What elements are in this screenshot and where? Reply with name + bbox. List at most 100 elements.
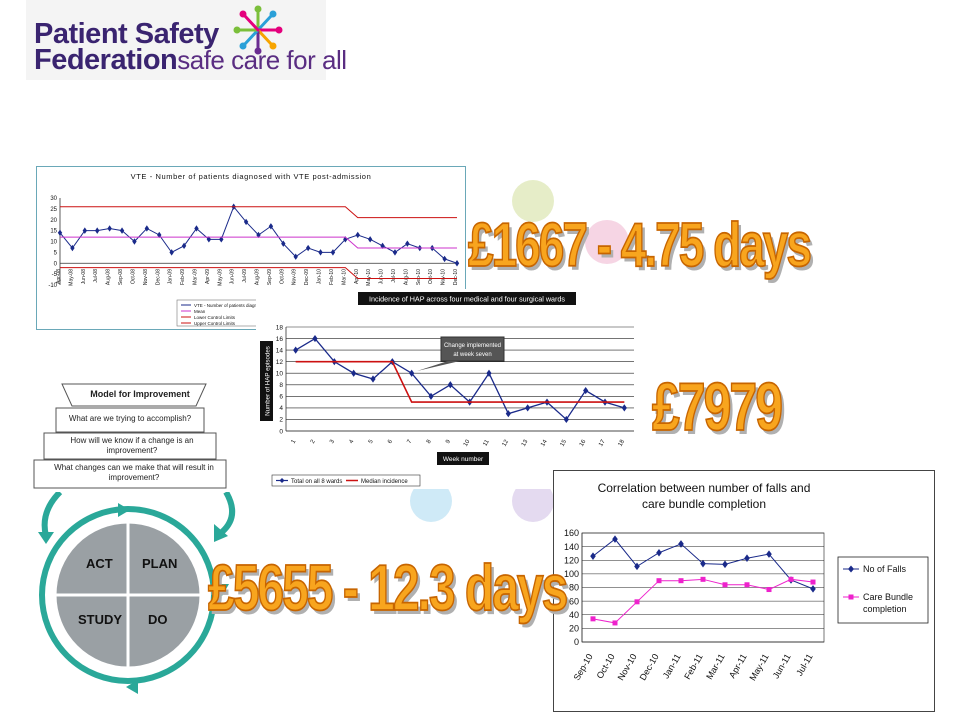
vte-point: [305, 244, 311, 252]
cycle-act: ACT: [86, 556, 113, 571]
hap-xtick-label: 7: [407, 438, 414, 444]
falls-xtick-label: May-11: [747, 652, 770, 682]
vte-point: [392, 249, 398, 256]
falls-ytick-label: 160: [564, 528, 579, 538]
hap-xtick-label: 18: [618, 438, 627, 447]
hap-point: [293, 346, 299, 354]
falls-legend-label: No of Falls: [863, 564, 907, 574]
vte-point: [243, 218, 249, 226]
hap-xtick-label: 17: [598, 438, 607, 447]
vte-xtick-label: May-08: [68, 269, 74, 286]
vte-xtick-label: Mar-10: [341, 269, 347, 285]
falls-xtick-label: Dec-10: [638, 652, 661, 682]
vte-xtick-label: Sep-09: [267, 269, 273, 285]
vte-point: [194, 225, 199, 232]
decor-circle-green: [512, 180, 554, 222]
falls-legend-marker: [848, 594, 854, 600]
saving-hap: £7979: [651, 368, 783, 445]
vte-point: [181, 242, 187, 250]
hap-xtick-label: 14: [540, 438, 549, 447]
vte-xtick-label: Jun-10: [379, 269, 385, 285]
vte-xtick-label: Apr-10: [354, 269, 360, 284]
falls-ytick-label: 100: [564, 569, 579, 579]
vte-xtick-label: Feb-10: [329, 269, 335, 285]
falls-point: [810, 585, 816, 593]
cycle-plan: PLAN: [142, 556, 178, 571]
vte-xtick-label: Jul-08: [93, 269, 99, 283]
falls-xtick-label: Jun-11: [771, 652, 793, 680]
hap-ylabel-box: [260, 341, 273, 421]
vte-chart-title: VTE - Number of patients diagnosed with …: [131, 172, 372, 181]
vte-xtick-label: Jan-09: [168, 269, 174, 285]
decor-circle-pink: [585, 220, 629, 264]
falls-point: [700, 576, 706, 582]
falls-point: [590, 616, 596, 622]
hap-xtick-label: 11: [482, 438, 491, 447]
vte-point: [70, 244, 75, 252]
hap-xtick-label: 10: [463, 438, 472, 447]
vte-xtick-label: Nov-10: [441, 269, 447, 285]
hap-legend-label: Total on all 8 wards: [291, 479, 342, 485]
cycle-do: DO: [148, 612, 168, 627]
vte-series-line-1: [60, 236, 457, 249]
vte-xtick-label: Nov-08: [143, 269, 149, 285]
falls-point: [766, 587, 772, 593]
hap-annotation-box: [440, 336, 505, 362]
vte-legend-label: Mean: [194, 309, 206, 314]
falls-ytick-label: 140: [564, 542, 579, 552]
hap-ytick-label: 12: [276, 359, 284, 366]
falls-legend-label: completion: [863, 604, 907, 614]
hap-xtick-label: 1: [291, 438, 298, 444]
model-question-1: What are we trying to accomplish?: [68, 414, 192, 423]
pdsa-cycle: [38, 492, 235, 694]
vte-point: [107, 225, 112, 232]
vte-ytick-label: 5: [54, 250, 58, 256]
falls-point: [656, 578, 662, 584]
saving-falls: £5655 - 12.3 days: [207, 552, 569, 625]
vte-ytick-label: 30: [50, 196, 57, 202]
vte-xtick-label: May-09: [217, 269, 223, 286]
falls-point: [810, 579, 816, 585]
falls-chart-title-line1: Correlation between number of falls and: [598, 481, 811, 495]
falls-ytick-label: 120: [564, 555, 579, 565]
hap-point: [563, 415, 569, 424]
vte-xtick-label: Oct-10: [428, 269, 434, 284]
hap-chart-title: Incidence of HAP across four medical and…: [369, 295, 565, 304]
model-question-2: How will we know if a change is an impro…: [70, 436, 194, 455]
logo-tagline: safe care for all: [177, 45, 347, 75]
falls-xtick-label: Apr-11: [727, 652, 749, 680]
vte-point: [144, 225, 150, 232]
vte-xtick-label: Aug-10: [403, 269, 409, 285]
hap-annotation-line1: Change implemented: [444, 343, 501, 349]
vte-ytick-label: 15: [50, 229, 57, 235]
vte-legend-label: Lower Control Limits: [194, 315, 236, 320]
hap-ytick-label: 14: [276, 347, 284, 354]
hap-annotation-pointer: [417, 361, 460, 371]
vte-xtick-label: May-10: [366, 269, 372, 286]
model-question-3: What changes can we make that will resul…: [54, 463, 214, 482]
vte-point: [293, 253, 298, 260]
vte-xtick-label: Feb-09: [180, 269, 186, 285]
vte-xtick-label: Sep-08: [118, 269, 124, 285]
logo-line1: Patient Safety: [34, 18, 219, 50]
model-title: Model for Improvement: [90, 389, 190, 399]
falls-legend-label: Care Bundle: [863, 592, 913, 602]
hap-point: [447, 381, 453, 389]
logo-federation: Federation: [34, 44, 178, 76]
cycle-study: STUDY: [78, 612, 123, 627]
falls-xtick-label: Mar-11: [704, 652, 727, 681]
vte-ytick-label: 0: [54, 261, 58, 267]
vte-point: [355, 231, 360, 239]
hap-xtick-label: 12: [502, 438, 511, 447]
vte-xtick-label: Dec-10: [453, 269, 459, 285]
falls-ytick-label: 40: [569, 610, 579, 620]
vte-xtick-label: Apr-09: [205, 269, 211, 284]
vte-xtick-label: Nov-09: [292, 269, 298, 285]
vte-xtick-label: Oct-09: [279, 269, 285, 284]
vte-legend-label: VTE - Number of patients diagnosed: [194, 303, 267, 308]
falls-xtick-label: Jul-11: [794, 652, 815, 678]
vte-point: [281, 240, 286, 247]
vte-xtick-label: Oct-08: [130, 269, 136, 284]
hap-xtick-label: 8: [426, 438, 433, 444]
